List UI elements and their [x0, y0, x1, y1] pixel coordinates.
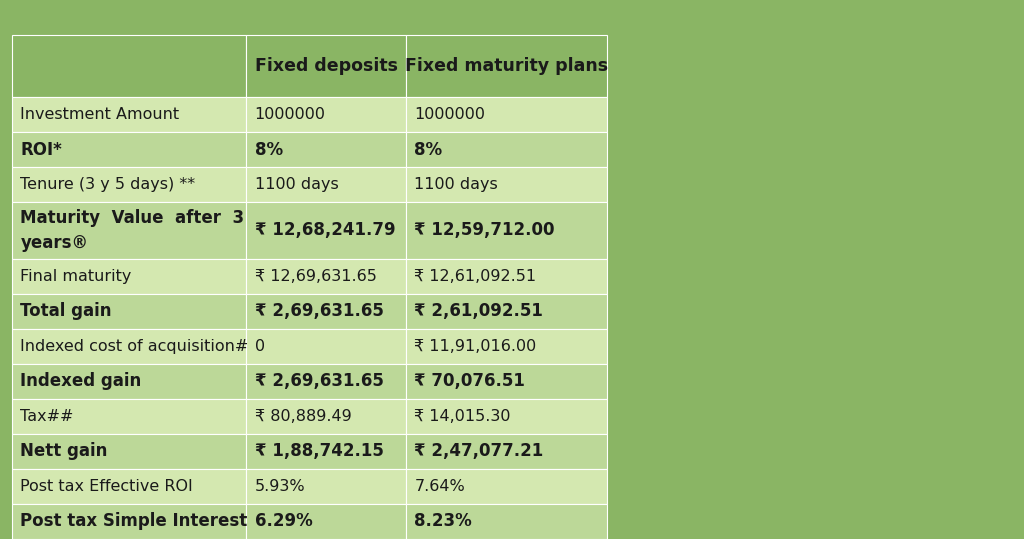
Text: Indexed gain: Indexed gain [20, 372, 141, 390]
Text: 1000000: 1000000 [255, 107, 326, 122]
Bar [247, 469, 407, 504]
Bar [12, 364, 247, 399]
Bar [247, 504, 407, 539]
Bar [247, 329, 407, 364]
Text: 0: 0 [255, 339, 265, 354]
Text: 8%: 8% [415, 141, 442, 158]
Bar [407, 329, 607, 364]
Text: ₹ 12,61,092.51: ₹ 12,61,092.51 [415, 269, 537, 284]
Bar [12, 434, 247, 469]
Bar [247, 167, 407, 202]
Text: ₹ 80,889.49: ₹ 80,889.49 [255, 409, 351, 424]
Text: ₹ 12,59,712.00: ₹ 12,59,712.00 [415, 222, 555, 239]
Text: 8%: 8% [255, 141, 283, 158]
Bar [407, 259, 607, 294]
Bar [407, 364, 607, 399]
Bar [247, 434, 407, 469]
Bar [407, 294, 607, 329]
Text: ₹ 70,076.51: ₹ 70,076.51 [415, 372, 525, 390]
Text: ₹ 12,68,241.79: ₹ 12,68,241.79 [255, 222, 395, 239]
Bar [247, 259, 407, 294]
Bar [407, 132, 607, 167]
Bar [12, 35, 247, 97]
Bar [12, 329, 247, 364]
Bar [247, 35, 407, 97]
Bar [12, 469, 247, 504]
Text: Maturity  Value  after  3: Maturity Value after 3 [20, 209, 245, 227]
Bar [407, 469, 607, 504]
Bar [12, 259, 247, 294]
Bar [407, 97, 607, 132]
Text: ₹ 11,91,016.00: ₹ 11,91,016.00 [415, 339, 537, 354]
Text: ₹ 2,47,077.21: ₹ 2,47,077.21 [415, 443, 544, 460]
Text: Post tax Simple Interest: Post tax Simple Interest [20, 513, 248, 530]
Bar [247, 97, 407, 132]
Bar [12, 399, 247, 434]
Text: ₹ 2,69,631.65: ₹ 2,69,631.65 [255, 302, 384, 320]
Text: Indexed cost of acquisition#: Indexed cost of acquisition# [20, 339, 249, 354]
Bar [407, 202, 607, 259]
Bar [12, 202, 247, 259]
Bar [247, 399, 407, 434]
Text: 8.23%: 8.23% [415, 513, 472, 530]
Bar [12, 167, 247, 202]
Text: Total gain: Total gain [20, 302, 112, 320]
Text: 6.29%: 6.29% [255, 513, 312, 530]
Bar [12, 132, 247, 167]
Text: years®: years® [20, 234, 88, 252]
Bar [12, 294, 247, 329]
Text: ₹ 2,61,092.51: ₹ 2,61,092.51 [415, 302, 544, 320]
Bar [407, 167, 607, 202]
Bar [407, 434, 607, 469]
Text: Post tax Effective ROI: Post tax Effective ROI [20, 479, 194, 494]
Text: Investment Amount: Investment Amount [20, 107, 179, 122]
Bar [247, 364, 407, 399]
Text: ₹ 2,69,631.65: ₹ 2,69,631.65 [255, 372, 384, 390]
Text: Fixed deposits: Fixed deposits [255, 57, 398, 75]
Text: ROI*: ROI* [20, 141, 62, 158]
Text: ₹ 12,69,631.65: ₹ 12,69,631.65 [255, 269, 377, 284]
Text: Nett gain: Nett gain [20, 443, 108, 460]
Bar [247, 202, 407, 259]
Bar [247, 132, 407, 167]
Bar [12, 97, 247, 132]
Bar [407, 399, 607, 434]
Bar [12, 504, 247, 539]
Text: ₹ 1,88,742.15: ₹ 1,88,742.15 [255, 443, 384, 460]
Text: 7.64%: 7.64% [415, 479, 465, 494]
Bar [247, 294, 407, 329]
Text: Final maturity: Final maturity [20, 269, 132, 284]
Bar [407, 504, 607, 539]
Text: 1000000: 1000000 [415, 107, 485, 122]
Text: Tax##: Tax## [20, 409, 74, 424]
Text: Tenure (3 y 5 days) **: Tenure (3 y 5 days) ** [20, 177, 196, 192]
Text: Fixed maturity plans: Fixed maturity plans [406, 57, 608, 75]
Bar [407, 35, 607, 97]
Text: 1100 days: 1100 days [415, 177, 499, 192]
Text: 1100 days: 1100 days [255, 177, 338, 192]
Text: ₹ 14,015.30: ₹ 14,015.30 [415, 409, 511, 424]
Text: 5.93%: 5.93% [255, 479, 305, 494]
